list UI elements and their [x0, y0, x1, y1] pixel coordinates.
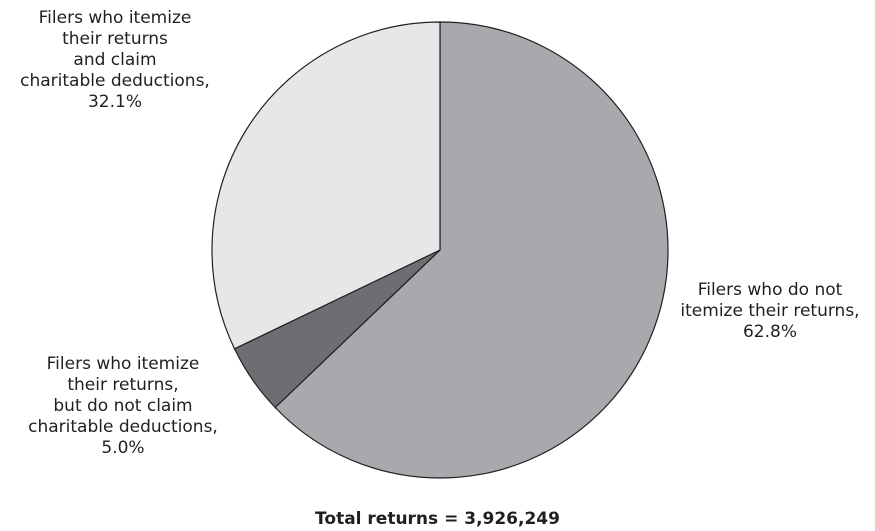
pie-slice [274, 21, 669, 479]
total-label: Total returns = 3,926,249 [315, 509, 560, 529]
value-label: 62.8% [742, 322, 797, 342]
slice-label: Filers who itemize their returns and cla… [0, 8, 245, 113]
category-label: Filers who do not itemize their returns, [680, 280, 860, 321]
pie-slice [211, 21, 441, 350]
category-label: Filers who itemize their returns and cla… [20, 8, 210, 91]
value-label: 32.1% [87, 92, 142, 112]
category-label: Filers who itemize their returns, but do… [28, 354, 218, 437]
slice-label: Filers who do not itemize their returns,… [640, 280, 875, 343]
slice-label: Filers who itemize their returns, but do… [0, 354, 253, 459]
value-label: 5.0% [101, 438, 145, 458]
